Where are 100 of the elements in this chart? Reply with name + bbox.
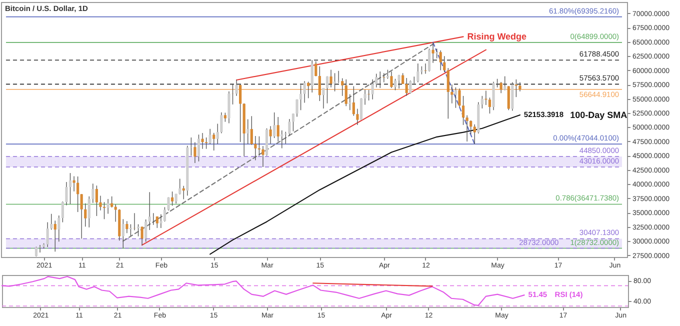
candlestick [197,134,200,162]
candlestick [204,137,208,150]
candlestick [352,86,355,116]
candlestick [65,182,68,206]
candlestick [326,76,329,104]
candlestick [148,192,151,230]
candlestick [402,72,404,84]
candlestick [88,196,90,228]
candlestick [480,96,484,109]
candlestick [394,78,397,91]
candlestick [405,78,408,96]
candlestick [322,88,325,109]
candlestick [439,50,442,71]
candlestick [160,214,162,228]
candlestick [212,132,216,151]
candlestick [450,84,454,104]
candlestick [292,113,295,132]
candlestick [348,94,352,110]
candlestick [224,112,226,122]
candlestick [443,56,446,72]
candlestick [341,78,344,96]
candlestick [262,146,264,168]
candlestick [288,118,291,136]
candlestick [462,96,465,126]
candlestick [356,108,359,126]
candlestick [61,201,64,223]
candlestick [454,87,458,108]
candlestick [473,124,476,144]
candlestick [144,219,148,242]
candlestick [50,214,53,230]
candlestick [167,196,170,211]
candlestick [38,244,42,253]
candlestick [314,60,318,77]
candlestick [299,84,302,110]
candlestick [492,81,495,110]
candlestick [428,48,431,72]
candlestick [190,137,192,156]
candlestick [364,89,366,106]
candlestick [368,90,370,101]
candlestick [424,63,427,74]
candlestick [310,60,314,93]
candlestick [99,195,102,211]
candlestick [337,70,340,84]
candlestick [126,220,128,234]
series-label: Rising Wedge [467,32,527,42]
candlestick [46,222,49,248]
candlestick [273,112,276,138]
candlestick [303,80,306,104]
candlestick [276,116,280,142]
candlestick [84,202,87,228]
candlestick [140,226,144,246]
candlestick [170,191,174,206]
candlestick [92,183,94,204]
candlestick [95,185,98,216]
candlestick [246,118,250,144]
candlestick [239,84,242,142]
candlestick [194,142,196,164]
candlestick [390,71,393,88]
candlestick [220,112,223,134]
candlestick [296,98,298,118]
candlestick [318,66,321,102]
candlestick [432,42,434,64]
text: 100-Day SMA [570,110,628,120]
candlestick [269,126,272,144]
candlestick [250,116,253,146]
candlestick [333,72,336,92]
candlestick [122,218,124,249]
candlestick [114,204,117,222]
candlestick [371,79,374,100]
candlestick [470,120,472,134]
candlestick [102,202,106,220]
candlestick [360,98,363,120]
candlestick [507,86,510,110]
candlestick [386,69,389,80]
candlestick [178,178,182,195]
candlestick [504,76,506,91]
line-series [1,276,525,306]
candlestick [436,48,438,59]
candlestick [458,88,461,108]
candlestick [284,131,287,144]
candlestick [76,176,80,212]
candlestick [488,97,492,114]
candlestick [500,82,502,94]
candlestick [110,196,114,208]
candlestick [398,74,400,89]
line-series [210,114,521,255]
candlestick [375,73,378,88]
candlestick [80,194,83,240]
candlestick [58,215,60,242]
candlestick [136,224,140,237]
candlestick [258,136,260,156]
candlestick [201,132,204,150]
candlestick [54,220,56,252]
candlestick [382,72,386,83]
candlestick [344,79,348,107]
candlestick [254,136,257,161]
candlestick [216,123,219,144]
candlestick [68,172,72,204]
candlestick [208,128,212,144]
candlestick [34,247,38,256]
